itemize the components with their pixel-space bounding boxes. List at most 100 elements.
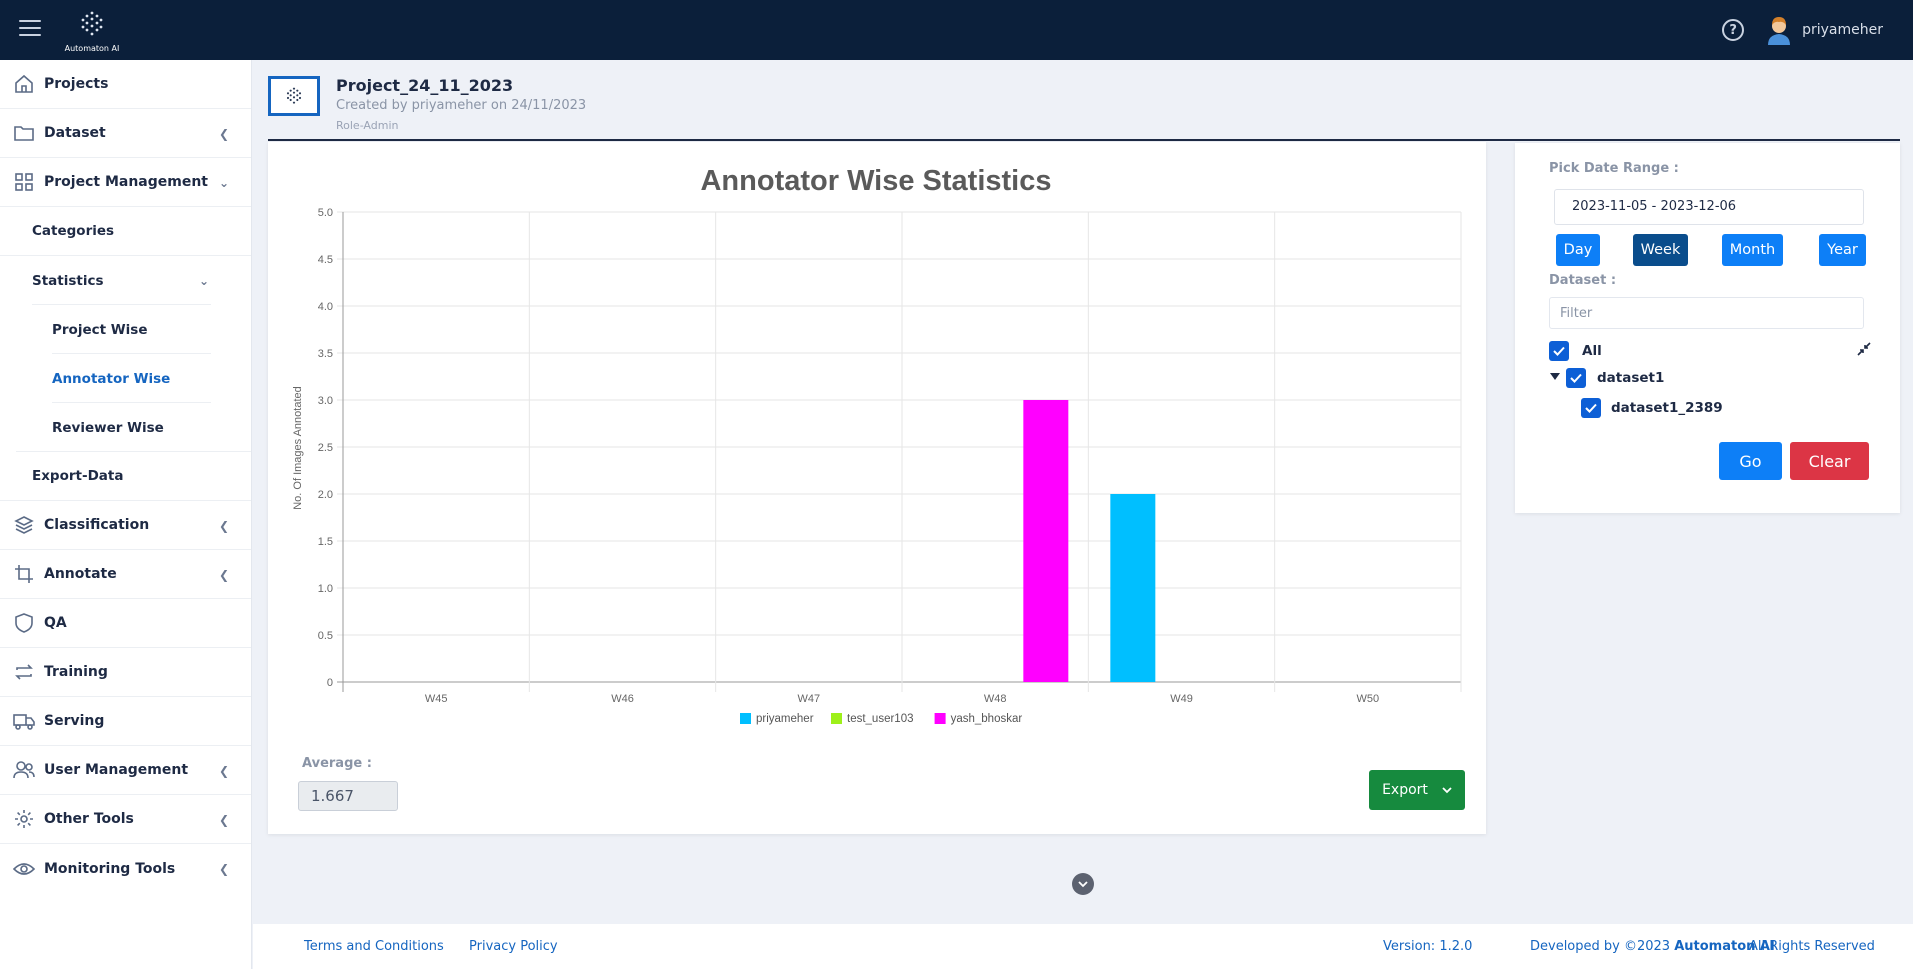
chart-title: Annotator Wise Statistics [700, 165, 1051, 197]
range-month-button[interactable]: Month [1722, 234, 1783, 266]
home-icon [13, 73, 35, 95]
all-label: All [1582, 343, 1602, 359]
sidebar-item-label: Statistics [32, 272, 104, 289]
chart-x-tick-label: W46 [611, 693, 634, 705]
go-button[interactable]: Go [1719, 442, 1782, 480]
dataset1-checkbox[interactable] [1566, 368, 1586, 388]
repeat-icon [13, 661, 35, 683]
check-icon [1570, 373, 1582, 383]
sidebar-item-project-management[interactable]: Project Management ⌄ [0, 158, 251, 207]
sidebar-item-dataset[interactable]: Dataset ❮ [0, 109, 251, 158]
truck-icon [13, 710, 35, 732]
chevron-left-icon: ❮ [218, 764, 229, 778]
caret-down-icon[interactable] [1550, 373, 1560, 381]
chevron-down-icon: ⌄ [218, 176, 229, 190]
sidebar-item-reviewer-wise[interactable]: Reviewer Wise [0, 403, 251, 452]
dataset1-2389-checkbox[interactable] [1581, 398, 1601, 418]
chart-y-tick-label: 1.0 [318, 583, 333, 595]
sidebar-item-projects[interactable]: Projects [0, 60, 251, 109]
version-text: Version: 1.2.0 [1383, 939, 1473, 954]
dataset-label: Dataset : [1549, 273, 1617, 288]
sidebar-item-categories[interactable]: Categories [0, 207, 251, 256]
sidebar-item-label: Annotate [44, 566, 117, 582]
sidebar-item-export-data[interactable]: Export-Data [0, 452, 251, 501]
chevron-left-icon: ❮ [218, 127, 229, 141]
username: priyameher [1802, 22, 1883, 38]
collapse-icon[interactable] [1857, 342, 1871, 356]
folder-icon [13, 122, 35, 144]
header-divider [268, 139, 1900, 141]
sidebar-item-statistics[interactable]: Statistics ⌄ [0, 256, 251, 305]
clear-button[interactable]: Clear [1790, 442, 1869, 480]
sidebar-item-label: Project Management [44, 174, 208, 190]
export-button[interactable]: Export [1369, 770, 1465, 810]
range-day-button[interactable]: Day [1556, 234, 1600, 266]
legend-swatch [934, 713, 946, 724]
chart-y-tick-label: 5.0 [318, 207, 333, 219]
dataset-filter-input[interactable]: Filter [1549, 297, 1864, 329]
sidebar-item-label: Serving [44, 713, 105, 729]
check-icon [1553, 346, 1565, 356]
legend-label: test_user103 [847, 713, 914, 725]
range-year-button[interactable]: Year [1819, 234, 1866, 266]
developed-by: Developed by ©2023 Automaton AI [1530, 939, 1775, 954]
chart-y-axis-label: No. Of Images Annotated [292, 386, 304, 510]
sidebar-item-serving[interactable]: Serving [0, 697, 251, 746]
sidebar-item-annotate[interactable]: Annotate ❮ [0, 550, 251, 599]
sidebar-item-user-management[interactable]: User Management ❮ [0, 746, 251, 795]
scroll-down-icon[interactable] [1072, 873, 1094, 895]
gear-icon [13, 808, 35, 830]
chart-y-tick-label: 3.5 [318, 348, 333, 360]
chart-bar [1110, 494, 1156, 682]
dataset1-label: dataset1 [1597, 370, 1665, 386]
chevron-down-icon [1442, 786, 1452, 793]
average-value-field: 1.667 [298, 781, 398, 811]
sidebar-item-qa[interactable]: QA [0, 599, 251, 648]
layers-icon [13, 514, 35, 536]
app-logo[interactable]: Automaton AI [62, 10, 122, 53]
chevron-down-icon: ⌄ [198, 274, 209, 288]
sidebar-item-label: QA [44, 615, 67, 631]
range-week-button[interactable]: Week [1633, 234, 1688, 266]
users-icon [13, 759, 35, 781]
sidebar-item-label: Categories [32, 223, 115, 239]
help-icon[interactable]: ? [1722, 19, 1745, 41]
chart-x-tick-label: W50 [1357, 693, 1380, 705]
logo-mark-icon [81, 11, 103, 36]
dataset1-2389-label: dataset1_2389 [1611, 400, 1723, 416]
terms-link[interactable]: Terms and Conditions [304, 939, 444, 954]
chart-y-tick-label: 2.5 [318, 442, 333, 454]
chart-y-tick-label: 0 [327, 677, 333, 689]
date-range-label: Pick Date Range : [1549, 161, 1679, 176]
avatar [1768, 17, 1791, 45]
sidebar-item-annotator-wise[interactable]: Annotator Wise [0, 354, 251, 403]
chart-y-tick-label: 0.5 [318, 630, 333, 642]
date-range-input[interactable]: 2023-11-05 - 2023-12-06 [1554, 189, 1864, 225]
sidebar-item-label: Reviewer Wise [52, 419, 164, 436]
grid-icon [13, 171, 35, 193]
menu-icon[interactable] [19, 20, 41, 38]
chevron-left-icon: ❮ [218, 519, 229, 533]
chart-y-tick-label: 2.0 [318, 489, 333, 501]
developed-prefix: Developed by ©2023 [1530, 939, 1675, 954]
eye-icon [13, 858, 35, 880]
all-checkbox[interactable] [1549, 341, 1569, 361]
sidebar-item-project-wise[interactable]: Project Wise [0, 305, 251, 354]
sidebar-item-training[interactable]: Training [0, 648, 251, 697]
sidebar-item-other-tools[interactable]: Other Tools ❮ [0, 795, 251, 844]
privacy-link[interactable]: Privacy Policy [469, 939, 558, 954]
chevron-left-icon: ❮ [218, 862, 229, 876]
developed-brand: Automaton AI [1674, 939, 1775, 954]
sidebar-item-monitoring-tools[interactable]: Monitoring Tools ❮ [0, 844, 251, 893]
sidebar-item-classification[interactable]: Classification ❮ [0, 501, 251, 550]
export-label: Export [1382, 782, 1428, 798]
sidebar-item-label: User Management [44, 762, 189, 778]
legend-label: yash_bhoskar [951, 713, 1023, 725]
user-menu[interactable]: priyameher [1766, 15, 1883, 45]
chart-y-tick-label: 4.0 [318, 301, 333, 313]
chevron-left-icon: ❮ [218, 813, 229, 827]
project-role: Role-Admin [336, 119, 399, 132]
filter-panel: Pick Date Range : 2023-11-05 - 2023-12-0… [1515, 143, 1900, 513]
sidebar-item-label: Annotator Wise [52, 370, 171, 387]
sidebar-item-label: Classification [44, 517, 150, 533]
